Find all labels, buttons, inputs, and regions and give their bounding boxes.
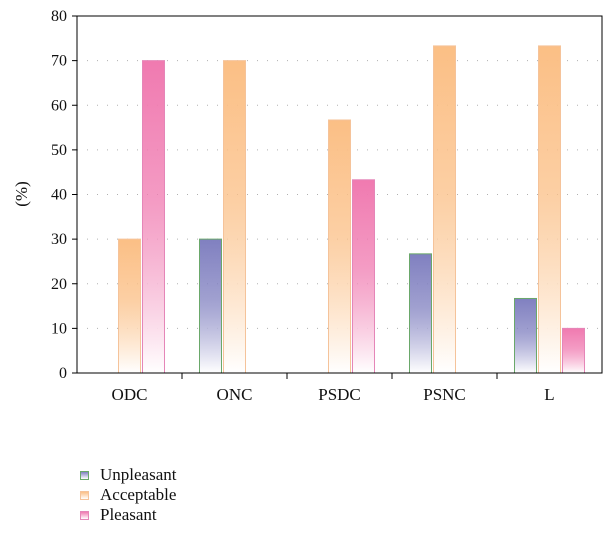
y-tick-label: 60 [51,97,67,114]
legend-label: Pleasant [100,505,157,524]
bar-pleasant-odc [142,60,165,374]
y-tick-label: 10 [51,320,67,337]
bar-acceptable-psdc [328,119,351,374]
legend-label: Unpleasant [100,465,177,484]
y-tick-label: 70 [51,53,67,70]
bar-unpleasant-onc [199,238,222,374]
y-axis-label: (%) [12,181,31,206]
y-tick-label: 40 [51,187,67,204]
bar-acceptable-psnc [433,45,456,374]
legend-swatch [80,490,89,500]
legend-label: Acceptable [100,485,177,504]
x-tick-label-odc: ODC [112,385,148,404]
bar-acceptable-l [538,45,561,374]
legend-swatch [80,470,89,480]
y-tick-label: 30 [51,231,67,248]
legend-item-acceptable: Acceptable [80,485,176,505]
bar-acceptable-onc [223,60,246,374]
x-tick-label-psnc: PSNC [423,385,466,404]
y-tick-label: 20 [51,276,67,293]
bar-acceptable-odc [118,238,141,374]
y-tick-label: 80 [51,8,67,25]
x-tick-label-psdc: PSDC [318,385,361,404]
bar-unpleasant-l [514,297,537,374]
legend-item-pleasant: Pleasant [80,505,176,525]
bar-pleasant-psdc [352,179,375,374]
legend: Unpleasant Acceptable Pleasant [80,465,176,525]
y-tick-label: 50 [51,142,67,159]
legend-item-unpleasant: Unpleasant [80,465,176,485]
plot-frame [76,15,603,374]
bar-unpleasant-psnc [409,253,432,374]
legend-swatch [80,510,89,520]
x-tick-label-onc: ONC [217,385,253,404]
bar-pleasant-l [562,327,585,374]
y-tick-label: 0 [59,365,67,382]
bars [118,45,585,374]
axes: 0 10 20 30 40 50 60 70 80 ODC ONC PSDC PSNC L [51,8,603,404]
x-tick-label-l: L [544,385,554,404]
